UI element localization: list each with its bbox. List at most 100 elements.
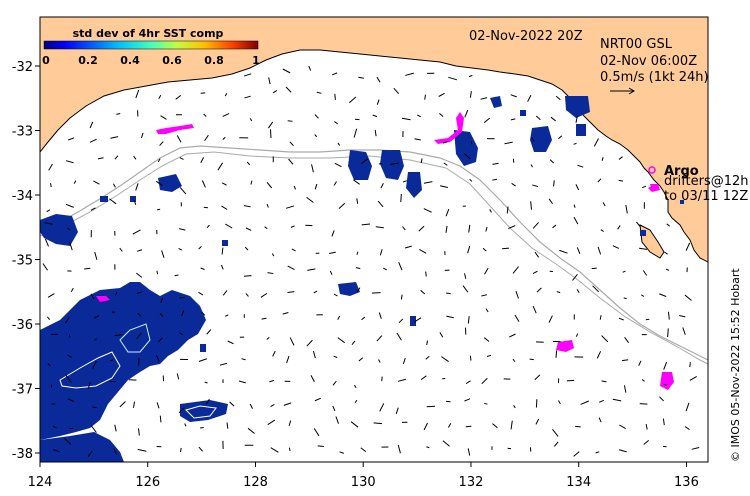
current-vector xyxy=(47,316,51,321)
current-vector xyxy=(445,208,450,217)
current-vector xyxy=(602,202,606,207)
current-vector xyxy=(289,337,295,346)
current-vector xyxy=(402,180,407,183)
current-vector xyxy=(447,422,452,428)
current-vector xyxy=(464,398,471,402)
current-vector xyxy=(290,225,295,228)
current-vector xyxy=(333,181,337,186)
current-vector xyxy=(575,115,578,123)
current-vector xyxy=(400,193,402,203)
current-vector xyxy=(243,73,252,77)
current-vector xyxy=(573,204,576,208)
current-vector xyxy=(97,157,104,160)
plot-frame xyxy=(39,16,709,463)
current-vector xyxy=(379,403,385,412)
current-vector xyxy=(206,224,210,229)
current-vector xyxy=(155,354,160,362)
current-vector xyxy=(261,317,267,320)
current-vector xyxy=(439,185,448,188)
current-vector xyxy=(553,441,559,447)
current-vector xyxy=(285,86,292,93)
current-vector xyxy=(94,251,98,260)
current-vector xyxy=(482,247,487,252)
current-vector xyxy=(623,297,627,300)
current-vector xyxy=(110,136,119,139)
current-vector xyxy=(530,201,533,210)
current-vector xyxy=(504,141,513,145)
vector-scale: 0.5m/s (1kt 24h) xyxy=(600,70,709,85)
current-vector xyxy=(224,93,228,97)
argo-label: Argo xyxy=(664,164,699,179)
current-vector xyxy=(46,209,51,213)
current-vector xyxy=(689,375,697,381)
current-vector xyxy=(243,275,252,277)
current-vector xyxy=(89,121,94,129)
x-tick-label: 124 xyxy=(28,475,53,490)
current-vector xyxy=(508,225,516,230)
current-vector xyxy=(510,118,516,121)
current-vector xyxy=(396,332,402,341)
current-vector xyxy=(438,92,445,97)
current-vector xyxy=(287,291,295,293)
current-vector xyxy=(663,383,668,386)
current-vector xyxy=(308,65,312,71)
current-vector xyxy=(685,402,690,412)
current-vector xyxy=(400,294,403,300)
current-vector xyxy=(87,381,91,390)
current-vector xyxy=(288,447,291,451)
current-vector xyxy=(534,374,541,381)
current-vector xyxy=(423,208,432,213)
current-vector xyxy=(222,290,228,296)
current-vector xyxy=(420,158,423,164)
current-vector xyxy=(573,216,579,225)
current-vector xyxy=(67,354,72,358)
colorbar-tick-label: 0 xyxy=(42,54,50,67)
current-vector xyxy=(552,429,559,437)
current-vector xyxy=(684,294,692,301)
current-vector xyxy=(426,446,430,449)
current-vector xyxy=(642,270,648,276)
current-vector xyxy=(442,440,450,447)
current-vector xyxy=(65,317,70,324)
y-tick-label: -35 xyxy=(12,254,33,269)
current-vector xyxy=(132,229,141,235)
current-vector xyxy=(272,89,278,94)
shelf-contour-2 xyxy=(40,151,708,365)
current-vector xyxy=(222,136,226,140)
current-vector xyxy=(306,339,313,347)
current-vector xyxy=(332,405,336,412)
y-tick-label: -38 xyxy=(12,447,33,462)
current-vector xyxy=(198,446,203,452)
current-vector xyxy=(282,68,291,74)
current-vector xyxy=(221,247,224,255)
current-vector xyxy=(65,375,72,383)
current-vector xyxy=(592,285,599,293)
y-tick-label: -32 xyxy=(12,60,33,75)
current-vector xyxy=(485,226,488,232)
current-vector xyxy=(379,249,383,256)
current-vector xyxy=(179,157,184,160)
current-vector xyxy=(404,245,412,249)
current-vector xyxy=(288,420,292,427)
current-vector xyxy=(158,94,162,99)
current-vector xyxy=(270,403,275,408)
current-vector xyxy=(469,91,472,98)
current-vector xyxy=(601,157,604,161)
current-vector xyxy=(159,415,162,423)
current-vector xyxy=(351,340,356,346)
current-vector xyxy=(389,162,399,165)
current-vector xyxy=(424,94,426,100)
current-vector xyxy=(136,291,143,294)
current-vector xyxy=(227,340,234,345)
current-vector xyxy=(249,403,253,409)
current-vector xyxy=(225,314,229,317)
current-vector xyxy=(393,87,400,95)
current-vector xyxy=(356,251,359,255)
current-vector xyxy=(373,422,382,425)
current-vector xyxy=(285,205,295,209)
current-vector xyxy=(536,287,542,293)
current-vector xyxy=(377,200,384,208)
current-vector xyxy=(245,293,249,297)
current-vector xyxy=(380,183,384,189)
x-tick-label: 128 xyxy=(243,475,268,490)
